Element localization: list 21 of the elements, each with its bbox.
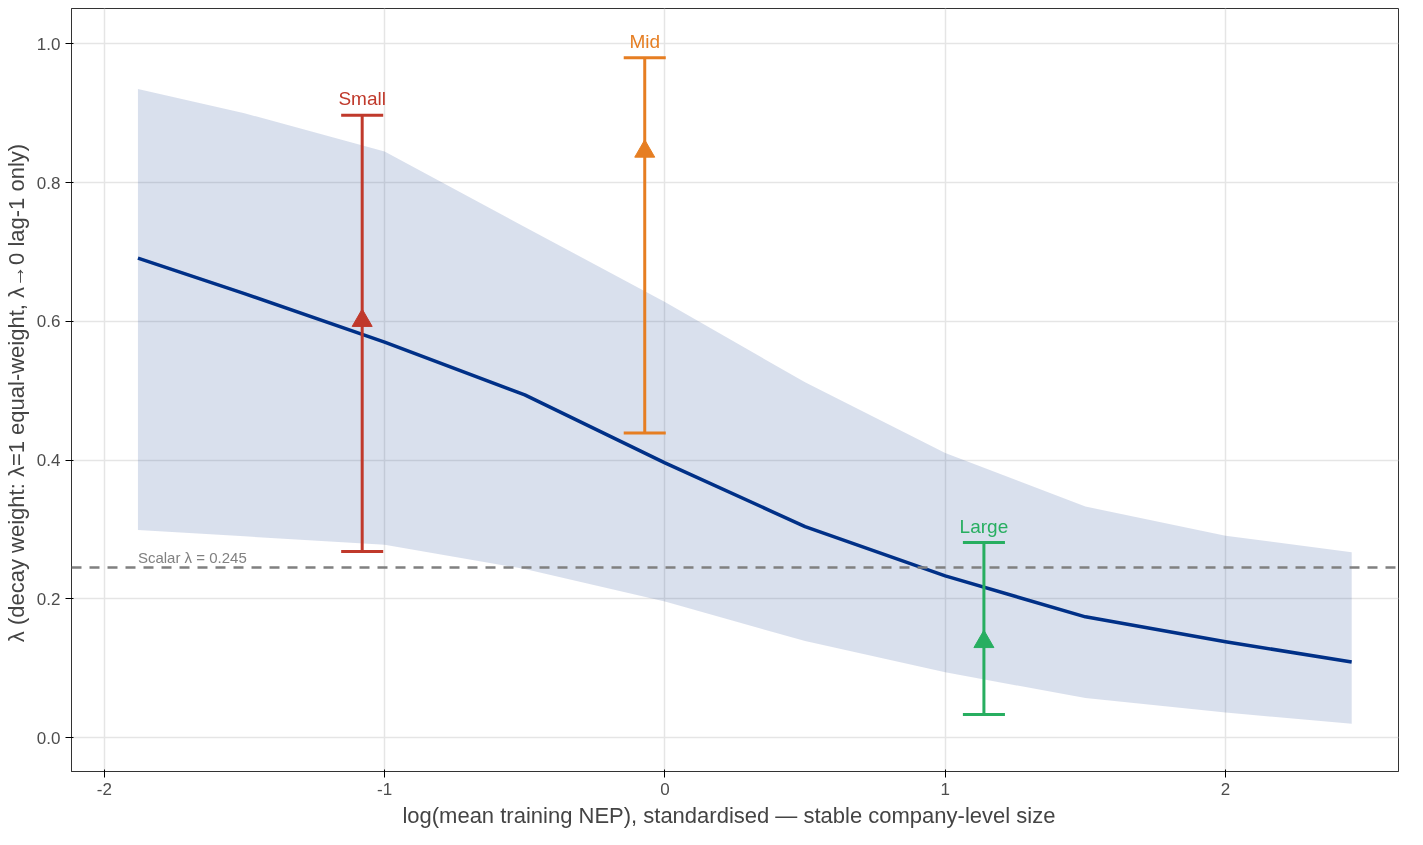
text: Small [338,88,386,110]
x-axis-title: log(mean training NEP), standardised — stable company-level size [402,802,1056,828]
point [973,629,995,649]
point [351,308,373,327]
y-axis-title: λ (decay weight: λ=1 equal-weight, λ→0 lag-1 only) [3,143,29,643]
y-tick-label: 0.6 [36,312,61,332]
text: Large [959,515,1009,537]
line-series [136,256,1354,664]
ref-line-label: Scalar λ = 0.245 [137,548,247,566]
y-tick-label: 1.0 [36,34,61,54]
text: Mid [629,30,661,52]
x-tick-label: 1 [940,779,950,799]
point [634,139,656,158]
y-tick-label: 0.4 [36,451,61,471]
y-tick-label: 0.2 [36,589,61,609]
x-tick-label: 0 [660,779,670,799]
x-tick-label: 2 [1220,779,1231,799]
y-tick-label: 0.8 [36,173,61,193]
x-tick-label: -1 [377,779,393,799]
x-tick-label: -2 [96,779,112,799]
y-tick-label: 0.0 [36,728,61,748]
